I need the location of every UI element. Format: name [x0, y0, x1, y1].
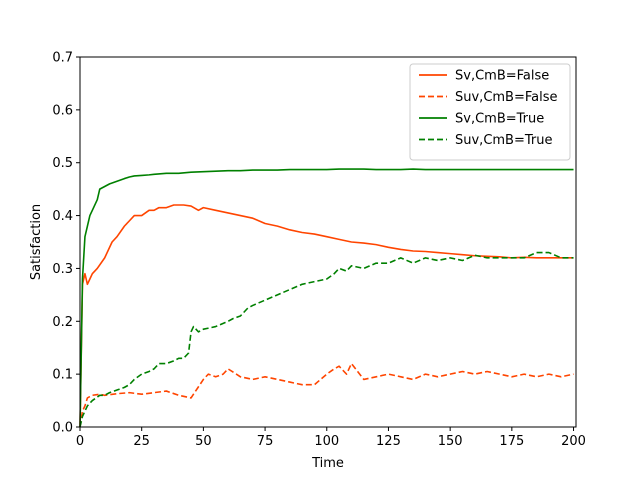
y-tick-label: 0.4: [52, 209, 73, 224]
plot-frame: [79, 56, 577, 428]
x-tick-label: 0: [76, 434, 84, 449]
y-tick-label: 0.2: [52, 315, 73, 330]
y-tick-label: 0.1: [52, 368, 73, 383]
legend-frame: [409, 63, 571, 161]
y-tick-label: 0.3: [52, 262, 73, 277]
x-axis-label: Time: [311, 456, 344, 471]
legend-label: Suv,CmB=True: [455, 133, 552, 148]
series-line-2: [79, 362, 574, 428]
series-line-1: [79, 204, 574, 428]
x-tick-label: 25: [133, 434, 150, 449]
x-tick-label: 125: [376, 434, 401, 449]
legend: Sv,CmB=False Suv,CmB=False Sv,CmB=True Suv,…: [409, 63, 571, 161]
y-tick-label: 0.7: [52, 51, 73, 66]
series-line-3: [79, 168, 574, 428]
series-line-4: [79, 251, 574, 428]
x-axis: 0 25 50 75 100 125 150 175 200: [76, 427, 586, 449]
x-tick-label: 75: [257, 434, 274, 449]
legend-label: Suv,CmB=False: [455, 90, 558, 105]
x-tick-label: 100: [314, 434, 339, 449]
y-tick-label: 0.6: [52, 103, 73, 118]
y-axis-label: Satisfaction: [29, 204, 44, 280]
legend-label: Sv,CmB=False: [455, 69, 549, 84]
y-axis: 0.0 0.1 0.2 0.3 0.4 0.5 0.6 0.7: [52, 51, 80, 436]
series-layer: [79, 168, 574, 428]
x-tick-label: 175: [499, 434, 524, 449]
y-tick-label: 0.5: [52, 156, 73, 171]
x-tick-label: 50: [195, 434, 212, 449]
x-tick-label: 200: [561, 434, 586, 449]
y-tick-label: 0.0: [52, 421, 73, 436]
legend-label: Sv,CmB=True: [455, 112, 544, 127]
x-tick-label: 150: [438, 434, 463, 449]
